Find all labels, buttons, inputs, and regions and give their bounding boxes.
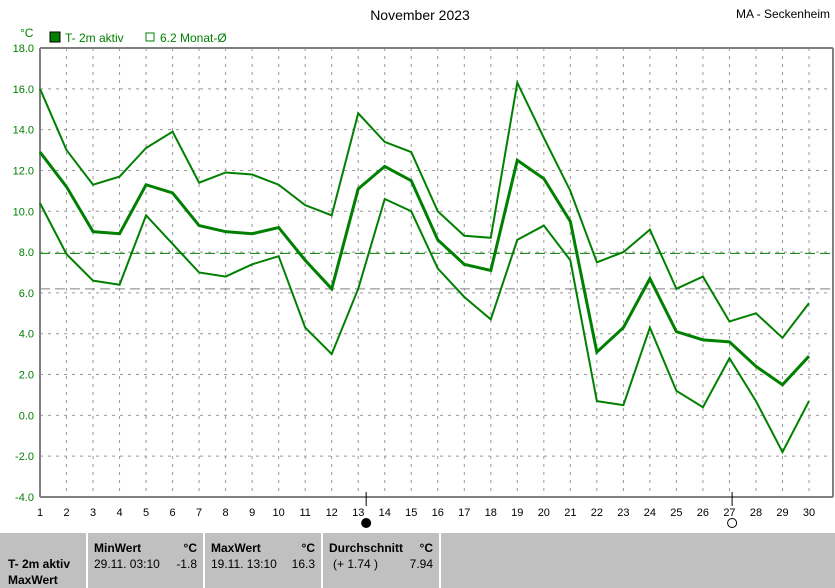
avg-unit: °C xyxy=(419,541,433,555)
legend-open-square xyxy=(145,32,155,42)
temperature-chart: November 2023 MA - Seckenheim °C T- 2m akti… xyxy=(13,7,834,528)
series-line-max xyxy=(39,79,810,340)
x-tick-label: 26 xyxy=(697,507,709,519)
x-tick-label: 22 xyxy=(591,507,603,519)
y-tick-label: 6.0 xyxy=(19,288,34,300)
chart-title: November 2023 xyxy=(370,7,470,23)
legend-label: 6.2 Monat-Ø xyxy=(160,31,227,45)
y-tick-label: -2.0 xyxy=(15,451,34,463)
y-tick-label: 10.0 xyxy=(13,206,34,218)
y-tick-label: 0.0 xyxy=(19,410,34,422)
x-tick-label: 14 xyxy=(379,507,391,519)
y-tick-label: -4.0 xyxy=(15,492,34,504)
x-tick-label: 16 xyxy=(432,507,444,519)
max-title: MaxWert xyxy=(211,541,261,555)
max-value: 16.3 xyxy=(291,557,315,571)
stats-panel: T- 2m aktiv MaxWert MinWert °C 29.11. 03… xyxy=(0,533,835,588)
y-unit: °C xyxy=(20,26,34,40)
x-tick-label: 19 xyxy=(511,507,523,519)
x-tick-label: 4 xyxy=(116,507,122,519)
x-tick-label: 25 xyxy=(670,507,682,519)
min-cell: MinWert °C 29.11. 03:10 -1.8 xyxy=(88,533,205,588)
x-tick-label: 8 xyxy=(223,507,229,519)
series-line-mean xyxy=(38,151,811,387)
x-tick-label: 28 xyxy=(750,507,762,519)
y-tick-label: 14.0 xyxy=(13,125,34,137)
avg-cell: Durchschnitt °C (+ 1.74 ) 7.94 xyxy=(323,533,441,588)
x-tick-label: 1 xyxy=(37,507,43,519)
x-tick-label: 3 xyxy=(90,507,96,519)
moon-full-marker xyxy=(727,518,738,528)
x-tick-label: 9 xyxy=(249,507,255,519)
avg-title: Durchschnitt xyxy=(329,541,404,555)
x-tick-label: 15 xyxy=(405,507,417,519)
x-tick-label: 7 xyxy=(196,507,202,519)
avg-diff: (+ 1.74 ) xyxy=(333,557,379,571)
x-tick-label: 10 xyxy=(273,507,285,519)
y-tick-label: 2.0 xyxy=(19,370,34,382)
x-tick-label: 29 xyxy=(776,507,788,519)
y-tick-label: 18.0 xyxy=(13,43,34,55)
row-label: MaxWert xyxy=(8,573,58,587)
x-tick-label: 30 xyxy=(803,507,815,519)
station-label: MA - Seckenheim xyxy=(736,7,830,21)
x-tick-label: 2 xyxy=(63,507,69,519)
min-unit: °C xyxy=(183,541,197,555)
min-date: 29.11. 03:10 xyxy=(94,557,160,571)
y-tick-label: 16.0 xyxy=(13,84,34,96)
x-tick-label: 24 xyxy=(644,507,656,519)
x-tick-label: 18 xyxy=(485,507,497,519)
max-cell: MaxWert °C 19.11. 13:10 16.3 xyxy=(205,533,323,588)
x-tick-label: 20 xyxy=(538,507,550,519)
legend-label: T- 2m aktiv xyxy=(65,31,124,45)
min-title: MinWert xyxy=(94,541,142,555)
series-label: T- 2m aktiv xyxy=(8,557,71,571)
y-tick-label: 12.0 xyxy=(13,165,34,177)
max-unit: °C xyxy=(301,541,315,555)
legend-filled-square xyxy=(49,31,61,43)
series-cell: T- 2m aktiv MaxWert xyxy=(0,533,88,588)
x-tick-label: 21 xyxy=(564,507,576,519)
x-tick-label: 5 xyxy=(143,507,149,519)
moon-new-marker xyxy=(361,518,372,528)
x-tick-label: 12 xyxy=(326,507,338,519)
x-tick-label: 13 xyxy=(352,507,364,519)
min-value: -1.8 xyxy=(176,557,197,571)
x-tick-label: 27 xyxy=(723,507,735,519)
y-tick-label: 4.0 xyxy=(19,329,34,341)
x-tick-label: 17 xyxy=(458,507,470,519)
x-tick-label: 11 xyxy=(299,507,310,519)
avg-value: 7.94 xyxy=(409,557,433,571)
x-tick-label: 23 xyxy=(617,507,629,519)
x-tick-label: 6 xyxy=(170,507,176,519)
series-line-min xyxy=(39,197,810,455)
y-tick-label: 8.0 xyxy=(19,247,34,259)
max-date: 19.11. 13:10 xyxy=(211,557,277,571)
